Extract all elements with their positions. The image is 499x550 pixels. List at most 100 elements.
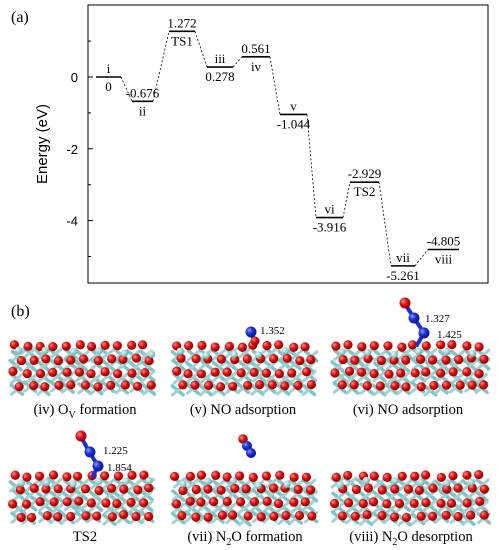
bond	[265, 476, 280, 489]
bond	[74, 370, 89, 383]
oxygen-atom	[249, 497, 260, 507]
oxygen-atom	[222, 367, 232, 377]
bond	[185, 478, 200, 491]
y-axis: 0 -2 -4 Energy (eV)	[34, 40, 93, 257]
oxygen-atom	[363, 353, 373, 364]
titania-slab	[169, 470, 319, 527]
bond	[48, 347, 63, 360]
energy-value-label: -2.929	[348, 166, 382, 181]
oxygen-atom	[410, 368, 420, 378]
bond	[89, 499, 104, 512]
panel-a-label: (a)	[11, 9, 29, 26]
oxygen-atom	[436, 368, 446, 378]
oxygen-atom	[350, 511, 360, 521]
oxygen-atom	[42, 511, 52, 521]
oxygen-atom	[394, 498, 405, 509]
oxygen-atom	[41, 354, 51, 364]
oxygen-atom	[421, 497, 431, 508]
oxygen-atom	[362, 381, 372, 391]
oxygen-atom	[362, 509, 372, 520]
caption-v: (v) NO adsorption	[190, 402, 297, 418]
oxygen-atom	[337, 380, 347, 390]
oxygen-atom	[382, 472, 392, 482]
transition-connector	[306, 114, 317, 218]
bond	[37, 371, 52, 384]
oxygen-atom	[274, 369, 284, 379]
bond-length-labels: 1.352 1.327 1.425 1.225 1.854	[103, 313, 462, 474]
bond	[61, 371, 76, 384]
oxygen-atom	[211, 470, 221, 480]
oxygen-atom	[343, 470, 353, 480]
bond	[224, 370, 239, 383]
bond	[398, 479, 413, 492]
bond	[300, 500, 315, 513]
nitrogen-atom	[84, 446, 96, 458]
panel-b-label: (b)	[11, 303, 30, 320]
oxygen-atom	[146, 380, 156, 390]
bond	[398, 347, 413, 360]
titanium-atom	[69, 480, 77, 488]
oxygen-atom	[282, 353, 292, 363]
energy-value-label: -1.044	[277, 116, 311, 131]
oxygen-atom	[306, 355, 316, 365]
oxygen-atom	[210, 367, 220, 377]
oxygen-atom	[269, 354, 279, 364]
oxygen-atom	[305, 485, 316, 495]
titanium-atom	[390, 351, 398, 359]
bond	[276, 500, 291, 513]
oxygen-atom	[22, 472, 32, 482]
ts2-adsorbate	[75, 430, 104, 478]
oxygen-atom	[191, 354, 201, 364]
n2o-molecule	[238, 434, 256, 458]
oxygen-atom	[40, 382, 50, 392]
oxygen-atom	[86, 369, 96, 379]
bond	[126, 502, 141, 515]
caption-iv: (iv) OV formation	[33, 402, 137, 421]
oxygen-atom	[415, 354, 426, 364]
oxygen-atom	[184, 340, 194, 351]
oxygen-atom	[306, 379, 317, 390]
oxygen-atom	[100, 340, 110, 350]
oxygen-atom	[301, 472, 311, 482]
oxygen-atom	[329, 498, 340, 509]
oxygen-atom	[222, 472, 232, 482]
titanium-atom	[254, 351, 262, 359]
oxygen-atom	[22, 368, 32, 379]
oxygen-atom	[92, 511, 102, 521]
oxygen-atom	[474, 469, 484, 480]
state-name-label: vi	[324, 202, 335, 217]
oxygen-atom	[462, 341, 472, 351]
oxygen-atom	[427, 355, 438, 365]
titania-slab	[329, 469, 492, 527]
oxygen-atom	[53, 512, 63, 522]
oxygen-atom	[273, 498, 284, 509]
oxygen-atom	[171, 499, 182, 509]
energy-value-label: -3.916	[313, 220, 347, 235]
oxygen-atom	[178, 380, 188, 390]
bond	[396, 371, 411, 384]
titanium-atom	[230, 350, 238, 358]
oxygen-atom	[448, 471, 458, 481]
oxygen-atom	[446, 498, 457, 508]
oxygen-atom	[241, 484, 251, 494]
bond	[302, 478, 317, 491]
bond	[344, 372, 359, 385]
oxygen-atom	[62, 472, 72, 482]
oxygen-atom	[191, 484, 201, 495]
nitrogen-atom	[246, 448, 256, 458]
bond	[237, 370, 252, 383]
bond	[76, 478, 91, 491]
bond	[48, 477, 63, 490]
bond	[450, 372, 465, 385]
oxygen-atom	[127, 470, 137, 480]
oxygen-atom	[87, 341, 97, 352]
bond	[264, 346, 279, 359]
oxygen-atom	[261, 368, 271, 378]
titanium-atom	[120, 349, 128, 358]
no-adsorbate	[245, 326, 260, 346]
oxygen-atom	[369, 341, 379, 351]
titanium-atom	[15, 346, 23, 354]
snapshot-captions: (iv) OV formation (v) NO adsorption (vi)…	[33, 402, 473, 548]
oxygen-atom	[23, 341, 33, 351]
oxygen-atom	[269, 511, 279, 521]
